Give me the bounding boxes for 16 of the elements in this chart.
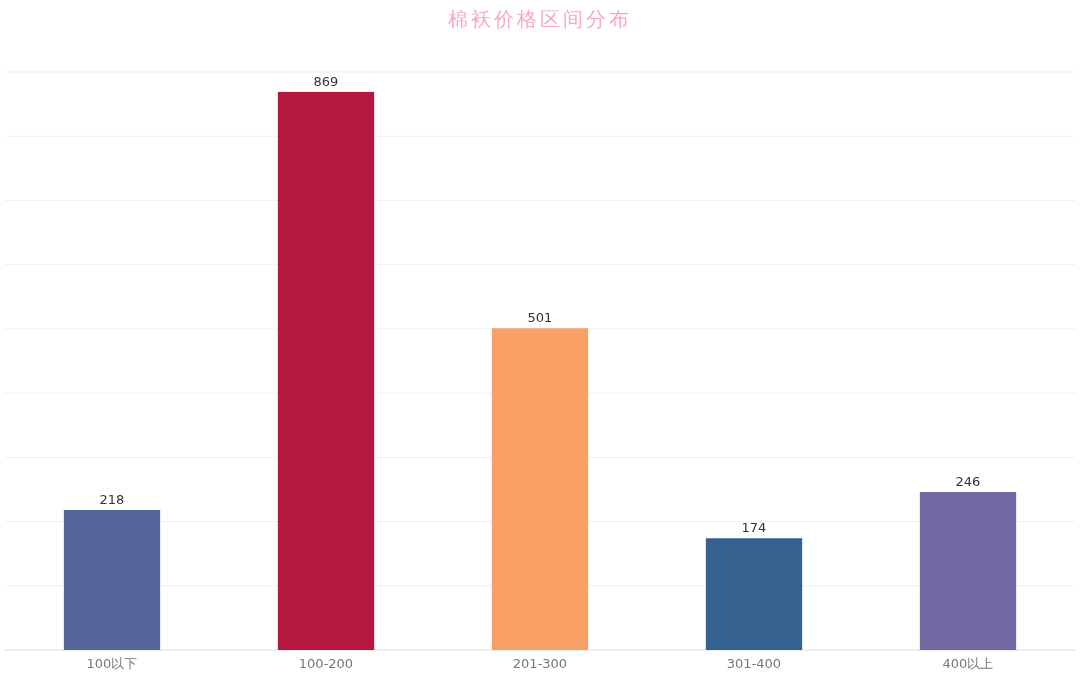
bar xyxy=(491,328,589,650)
chart-title: 棉袄价格区间分布 xyxy=(448,7,632,31)
data-label: 869 xyxy=(313,73,339,89)
data-label: 246 xyxy=(955,474,981,490)
bar xyxy=(277,91,375,650)
x-tick-label: 100以下 xyxy=(86,656,138,671)
x-tick-label: 201-300 xyxy=(512,656,568,671)
bar xyxy=(705,538,803,650)
x-tick-label: 100-200 xyxy=(298,656,354,671)
bar xyxy=(919,492,1017,650)
x-tick-label: 301-400 xyxy=(726,656,782,671)
data-label: 501 xyxy=(527,310,553,326)
data-label: 174 xyxy=(741,520,767,536)
data-label: 218 xyxy=(99,492,125,507)
bar xyxy=(63,510,161,650)
x-tick-label: 400以上 xyxy=(942,656,994,671)
